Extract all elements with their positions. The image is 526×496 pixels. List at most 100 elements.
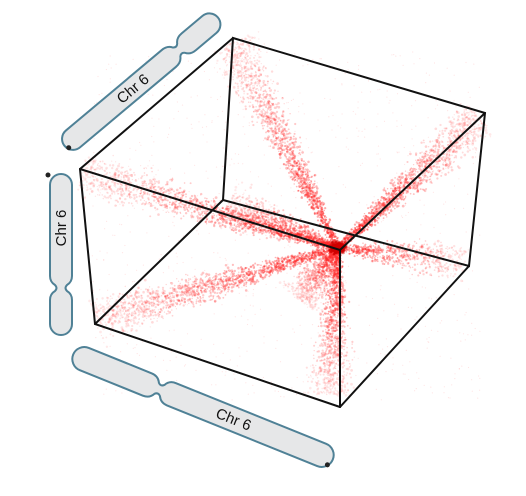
contact-point [278, 262, 282, 265]
contact-point [350, 244, 352, 246]
contact-point [436, 151, 439, 154]
contact-point [355, 229, 358, 232]
contact-point [282, 148, 286, 152]
contact-point [246, 67, 250, 71]
contact-point [327, 220, 331, 224]
contact-point [284, 123, 288, 126]
contact-point [307, 160, 310, 164]
contact-point [409, 192, 412, 195]
contact-point [227, 290, 229, 293]
contact-point [409, 168, 411, 171]
contact-point [141, 303, 144, 306]
contact-point [461, 119, 464, 122]
contact-point [434, 139, 438, 142]
contact-point [412, 193, 415, 196]
contact-point [298, 152, 300, 155]
contact-point [403, 264, 406, 267]
contact-point [165, 312, 168, 315]
contact-point [307, 178, 310, 182]
contact-point [104, 323, 108, 326]
contact-point [226, 48, 228, 50]
contact-point [366, 246, 368, 248]
contact-point [130, 314, 133, 317]
contact-point [132, 306, 134, 308]
contact-point [249, 86, 252, 89]
contact-point [265, 261, 269, 265]
contact-point [426, 249, 429, 252]
contact-point [413, 268, 417, 271]
contact-point [188, 280, 190, 282]
contact-point [277, 260, 280, 262]
contact-point [252, 265, 254, 267]
contact-point [181, 296, 184, 300]
contact-point [277, 273, 279, 275]
contact-point [95, 307, 98, 310]
contact-point [297, 261, 301, 265]
contact-point [224, 70, 228, 74]
contact-point [382, 213, 385, 216]
contact-point [171, 309, 173, 311]
contact-point [302, 160, 305, 163]
contact-point [195, 302, 198, 305]
contact-point [376, 248, 379, 252]
contact-point [359, 246, 362, 249]
contact-point [405, 265, 407, 267]
contact-point [293, 132, 296, 135]
contact-point [275, 125, 279, 128]
contact-point [169, 311, 171, 313]
contact-point [450, 246, 453, 250]
contact-point [191, 283, 194, 286]
contact-point [271, 97, 275, 101]
contact-point [294, 122, 297, 126]
contact-point [319, 206, 322, 208]
contact-point [224, 48, 228, 51]
contact-point [265, 121, 269, 124]
contact-point [268, 87, 271, 90]
contact-point [386, 239, 389, 242]
contact-point [289, 132, 292, 135]
contact-point [146, 294, 150, 298]
contact-point [251, 77, 254, 80]
contact-point [178, 287, 181, 290]
contact-point [265, 106, 267, 109]
contact-point [430, 158, 433, 161]
contact-point [436, 239, 440, 243]
contact-point [285, 125, 287, 127]
contact-point [203, 299, 207, 303]
contact-point [401, 244, 404, 247]
contact-point [446, 250, 449, 253]
contact-point [248, 105, 251, 108]
contact-point [251, 67, 254, 71]
contact-point [193, 275, 196, 278]
contact-point [447, 164, 451, 168]
contact-point [100, 307, 102, 310]
contact-point [161, 286, 165, 289]
contact-point [222, 296, 225, 299]
contact-point [296, 164, 299, 167]
contact-point [423, 160, 426, 163]
contact-point [267, 100, 270, 103]
contact-point [233, 272, 235, 274]
contact-point [137, 321, 140, 324]
contact-point [105, 345, 109, 348]
contact-point [346, 238, 349, 241]
contact-point [146, 290, 150, 293]
contact-point [276, 103, 278, 106]
contact-point [345, 250, 348, 253]
contact-point [233, 54, 236, 57]
contact-point [236, 284, 240, 287]
contact-point [416, 190, 419, 194]
contact-point [304, 165, 306, 168]
contact-point [415, 184, 419, 188]
contact-point [463, 128, 466, 130]
contact-point [212, 295, 215, 298]
contact-point [380, 205, 383, 208]
contact-point [307, 176, 310, 179]
contact-point [237, 266, 240, 270]
contact-point [402, 198, 405, 201]
contact-point [418, 238, 421, 240]
contact-point [139, 307, 142, 310]
contact-point [96, 318, 98, 320]
contact-point [249, 83, 251, 86]
contact-point [301, 196, 303, 198]
